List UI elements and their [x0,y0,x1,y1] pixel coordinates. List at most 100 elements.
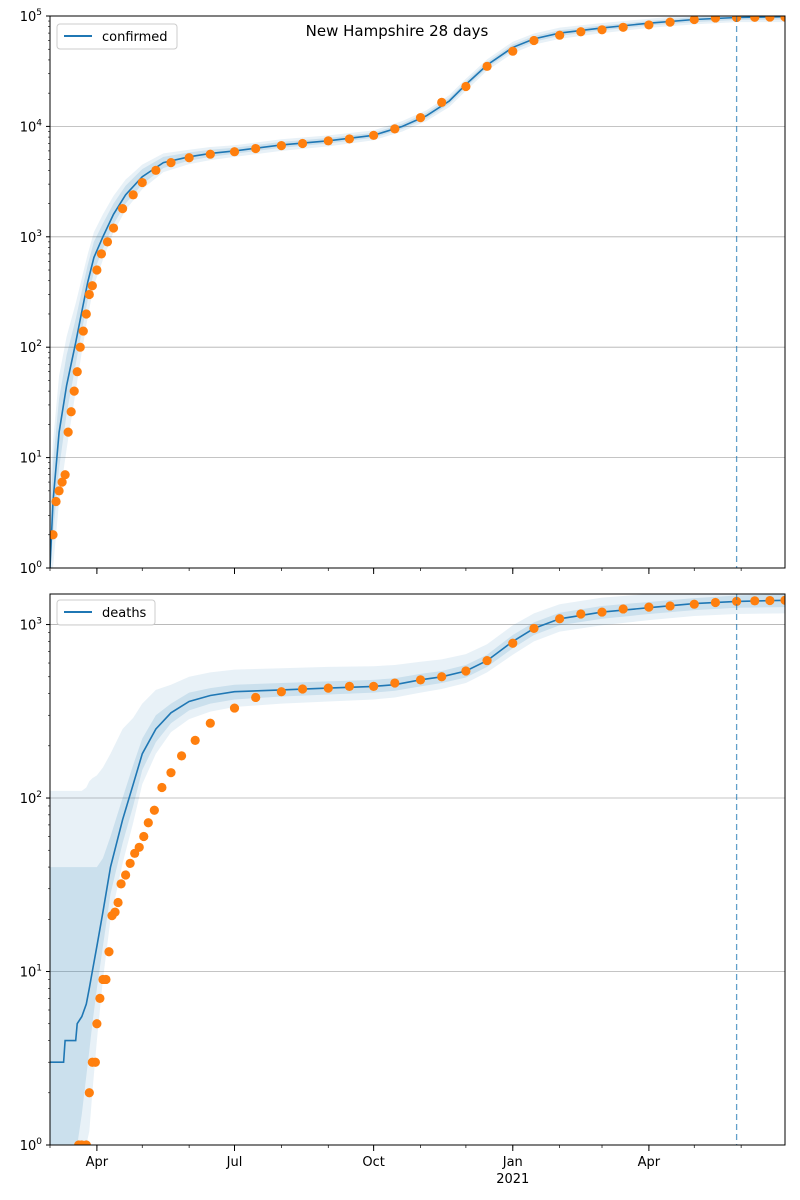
bottom-observed-point [81,1140,91,1145]
bottom-observed-point [665,601,675,611]
top-observed-point [151,165,161,175]
top-legend-box [56,23,178,50]
bottom-observed-point [101,974,111,985]
bottom-observed-point [104,947,114,957]
top-observed-point [482,61,492,71]
bottom-observed-point [482,655,492,666]
top-observed-point [128,190,138,200]
bottom-observed-point [415,675,426,685]
bottom-observed-point [84,1088,94,1098]
bottom-observed-point [166,768,176,778]
bottom-y-ticks: 100 101 102 103 [20,617,50,1154]
bottom-observed-point [125,858,135,868]
top-y-tick-label: 105 [20,8,42,25]
top-observed-point [50,530,58,540]
bottom-observed-point [143,818,153,828]
top-observed-point [69,386,79,396]
top-y-tick-label: 100 [20,560,43,577]
top-observed-point [369,130,379,140]
bottom-observed-point [323,683,333,693]
confirmed-panel: 100 101 102 103 104 105 New Hampshire 28 days… [20,8,786,577]
bottom-observed-point [461,666,471,676]
top-observed-point [437,97,447,107]
bottom-observed-point [251,692,261,703]
top-observed-point [597,25,607,35]
top-observed-point [251,143,261,154]
bottom-observed-point [229,703,240,713]
top-observed-point [710,16,721,23]
top-plot-area [50,16,785,568]
top-y-ticks: 100 101 102 103 104 105 [20,8,50,577]
top-axes-frame [49,15,786,569]
bottom-observed-point [190,735,200,745]
top-observed-point [750,16,760,22]
top-observed-point [644,20,654,30]
top-observed-point [344,134,355,144]
bottom-y-tick-label: 100 [20,1137,43,1154]
bottom-axes-frame [49,593,786,1146]
bottom-observed-point [157,782,167,793]
top-observed-point [57,477,67,487]
top-observed-point [415,113,426,123]
bottom-observed-point [276,687,286,697]
top-observed-point [205,149,215,159]
top-observed-point [780,16,785,22]
top-observed-point [108,223,119,233]
bottom-observed-point [555,614,565,624]
bottom-observed-point [297,684,308,694]
bottom-observed-point [390,678,400,688]
top-observed-point [60,470,70,480]
bottom-y-tick-label: 103 [20,617,42,634]
bottom-observed-point [732,596,742,606]
bottom-observed-point [529,623,539,634]
top-y-tick-label: 102 [20,339,42,356]
x-tick-label: Oct [362,1155,384,1170]
top-observed-point [54,486,64,496]
top-band-inner [50,16,785,568]
top-gridlines [50,15,785,569]
top-observed-point [87,281,97,291]
bottom-observed-point [90,1057,100,1067]
top-model-line [50,16,785,568]
bottom-gridlines [50,624,785,972]
top-observed-point [96,249,107,259]
bottom-observed-point [437,672,447,682]
top-legend-label: confirmed [102,30,168,45]
top-observed-point [102,237,113,247]
top-observed-point [323,136,333,146]
top-observed-point [66,407,76,417]
bottom-observed-point [149,805,159,815]
chart-title: New Hampshire 28 days [306,22,489,40]
bottom-observed-point [134,842,144,852]
top-observed-point [84,289,94,300]
top-observed-point [81,309,91,319]
bottom-observed-point [618,604,628,614]
bottom-legend-label: deaths [102,606,147,621]
top-observed-point [92,265,102,275]
top-observed-point [529,35,539,46]
top-x-ticks [49,568,742,574]
top-observed-point [576,27,586,37]
x-tick-label: Jan [502,1155,523,1170]
top-observed-point [137,177,147,188]
bottom-x-ticks: Apr Jul Oct Jan Apr [49,1145,742,1170]
top-observed-point [78,326,88,336]
bottom-legend-box [56,599,156,626]
bottom-plot-area [50,594,785,1145]
bottom-observed-point [689,599,699,609]
top-band-outer [50,16,785,568]
top-observed-point [765,16,775,22]
top-observed-point [689,16,699,25]
top-legend: confirmed [56,23,178,50]
top-observed-point [75,342,85,352]
bottom-observed-point [576,609,586,619]
bottom-y-tick-label: 102 [20,790,42,807]
bottom-observed-point [95,993,105,1003]
bottom-observed-point [121,870,131,880]
deaths-panel: 100 101 102 103 Apr Jul Oct Jan Apr deaths 2021 [20,593,786,1187]
top-y-tick-label: 101 [20,450,42,467]
top-y-tick-label: 104 [20,118,43,135]
top-observed-point [508,46,518,56]
bottom-model-line [50,599,785,1063]
